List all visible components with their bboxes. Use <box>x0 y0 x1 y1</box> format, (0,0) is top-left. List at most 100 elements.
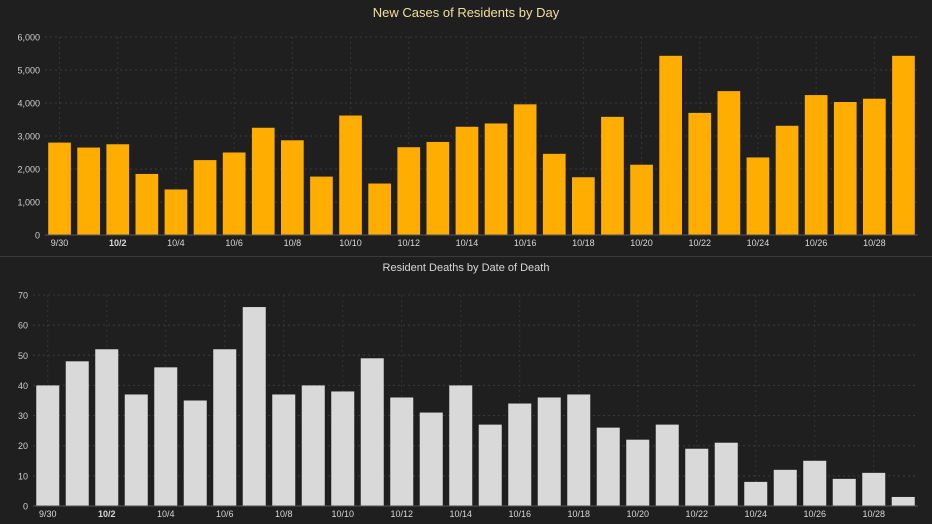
bar-10-19 <box>601 116 624 235</box>
x-tick-label: 10/8 <box>275 509 293 519</box>
x-tick-label: 10/4 <box>157 509 175 519</box>
bar-10-25 <box>773 469 797 506</box>
y-tick-label: 30 <box>18 411 28 421</box>
x-tick-label: 10/22 <box>685 509 708 519</box>
y-tick-label: 40 <box>18 381 28 391</box>
bar-10-16 <box>508 403 532 506</box>
x-tick-label: 10/14 <box>449 509 472 519</box>
cases-chart-svg: 0 1,000 2,000 3,000 4,000 5,000 6,000 9/30 10/2 1… <box>17 33 918 248</box>
x-tick-label: 10/26 <box>803 509 826 519</box>
x-tick-label: 10/6 <box>225 238 243 248</box>
bar-10-27 <box>832 478 856 506</box>
y-tick-label: 60 <box>18 321 28 331</box>
bar-10-8 <box>281 140 304 235</box>
y-tick-label: 4,000 <box>17 99 40 109</box>
y-tick-label: 5,000 <box>17 66 40 76</box>
bar-10-28 <box>862 472 886 506</box>
deaths-chart-title: Resident Deaths by Date of Death <box>382 262 550 274</box>
bar-10-13 <box>426 141 450 235</box>
bar-10-17 <box>537 397 561 506</box>
bar-10-16 <box>513 104 537 235</box>
bar-10-14 <box>449 385 473 506</box>
deaths-chart-svg: 0 10 20 30 40 50 60 70 9/30 10/2 10/4 10/6 10/8 10/10… <box>18 291 918 519</box>
x-tick-label: 10/20 <box>630 238 653 248</box>
bar-10-12 <box>390 397 414 506</box>
x-tick-label: 9/30 <box>39 509 57 519</box>
bar-10-4 <box>154 367 178 506</box>
x-tick-label: 10/28 <box>863 238 886 248</box>
x-tick-label: 10/20 <box>626 509 649 519</box>
bar-10-24 <box>744 481 768 506</box>
y-tick-label: 1,000 <box>17 198 40 208</box>
bar-10-1 <box>65 361 89 506</box>
bar-10-25 <box>775 125 799 235</box>
bar-10-14 <box>455 126 479 235</box>
bar-10-2 <box>106 144 130 235</box>
bar-10-11 <box>368 183 391 235</box>
x-tick-label: 10/18 <box>567 509 590 519</box>
bar-10-21 <box>655 424 679 506</box>
bar-10-23 <box>717 91 741 236</box>
bar-10-10 <box>331 391 355 506</box>
bar-10-3 <box>124 394 148 506</box>
x-tick-label: 10/10 <box>331 509 354 519</box>
x-tick-label: 10/26 <box>805 238 828 248</box>
x-tick-label: 10/14 <box>456 238 479 248</box>
x-tick-label: 10/16 <box>514 238 537 248</box>
bar-10-7 <box>242 307 266 506</box>
bar-10-3 <box>135 173 159 235</box>
y-tick-label: 2,000 <box>17 165 40 175</box>
x-tick-label: 10/22 <box>688 238 711 248</box>
bar-10-5 <box>193 160 217 235</box>
x-tick-label: 10/2 <box>98 509 116 519</box>
bar-9-30 <box>36 385 60 506</box>
bar-10-11 <box>360 358 384 506</box>
bar-10-7 <box>251 127 275 235</box>
y-tick-label: 3,000 <box>17 132 40 142</box>
bar-10-19 <box>596 427 620 506</box>
x-tick-label: 9/30 <box>51 238 69 248</box>
bar-10-10 <box>339 115 362 235</box>
y-tick-label: 0 <box>35 231 40 241</box>
x-tick-label: 10/6 <box>216 509 234 519</box>
y-tick-label: 50 <box>18 351 28 361</box>
bar-10-24 <box>746 157 770 235</box>
bar-10-15 <box>478 424 502 506</box>
bar-10-8 <box>272 394 296 506</box>
bar-10-18 <box>572 177 595 235</box>
bar-10-20 <box>626 439 650 506</box>
bar-10-26 <box>803 460 827 506</box>
x-tick-label: 10/2 <box>109 238 127 248</box>
x-tick-label: 10/12 <box>390 509 413 519</box>
chart-divider <box>0 256 932 257</box>
bar-10-1 <box>77 147 100 235</box>
y-tick-label: 20 <box>18 441 28 451</box>
bar-10-18 <box>567 394 591 506</box>
x-tick-label: 10/16 <box>508 509 531 519</box>
x-tick-label: 10/4 <box>167 238 185 248</box>
x-tick-label: 10/18 <box>572 238 595 248</box>
bar-10-23 <box>714 442 738 506</box>
bar-10-4 <box>164 189 188 235</box>
bar-10-29 <box>891 496 915 506</box>
bar-10-13 <box>419 412 443 506</box>
bar-10-27 <box>833 102 857 235</box>
bar-10-9 <box>310 176 333 235</box>
bar-10-5 <box>183 400 207 506</box>
bar-10-21 <box>659 55 682 236</box>
bar-10-29 <box>892 55 915 236</box>
deaths-chart-panel: Resident Deaths by Date of Death 0 10 20 30… <box>0 257 932 524</box>
x-tick-label: 10/24 <box>744 509 767 519</box>
bar-10-17 <box>542 153 566 235</box>
bar-10-22 <box>685 448 709 506</box>
cases-chart-title: New Cases of Residents by Day <box>372 5 560 20</box>
x-tick-label: 10/10 <box>339 238 362 248</box>
bar-10-28 <box>863 98 886 236</box>
bar-10-12 <box>397 147 421 235</box>
x-tick-label: 10/12 <box>397 238 420 248</box>
bar-10-26 <box>804 95 828 235</box>
cases-chart-panel: New Cases of Residents by Day 0 1,000 2,00… <box>0 0 932 256</box>
bar-10-22 <box>688 112 712 235</box>
x-tick-label: 10/24 <box>747 238 770 248</box>
y-tick-label: 6,000 <box>17 33 40 43</box>
